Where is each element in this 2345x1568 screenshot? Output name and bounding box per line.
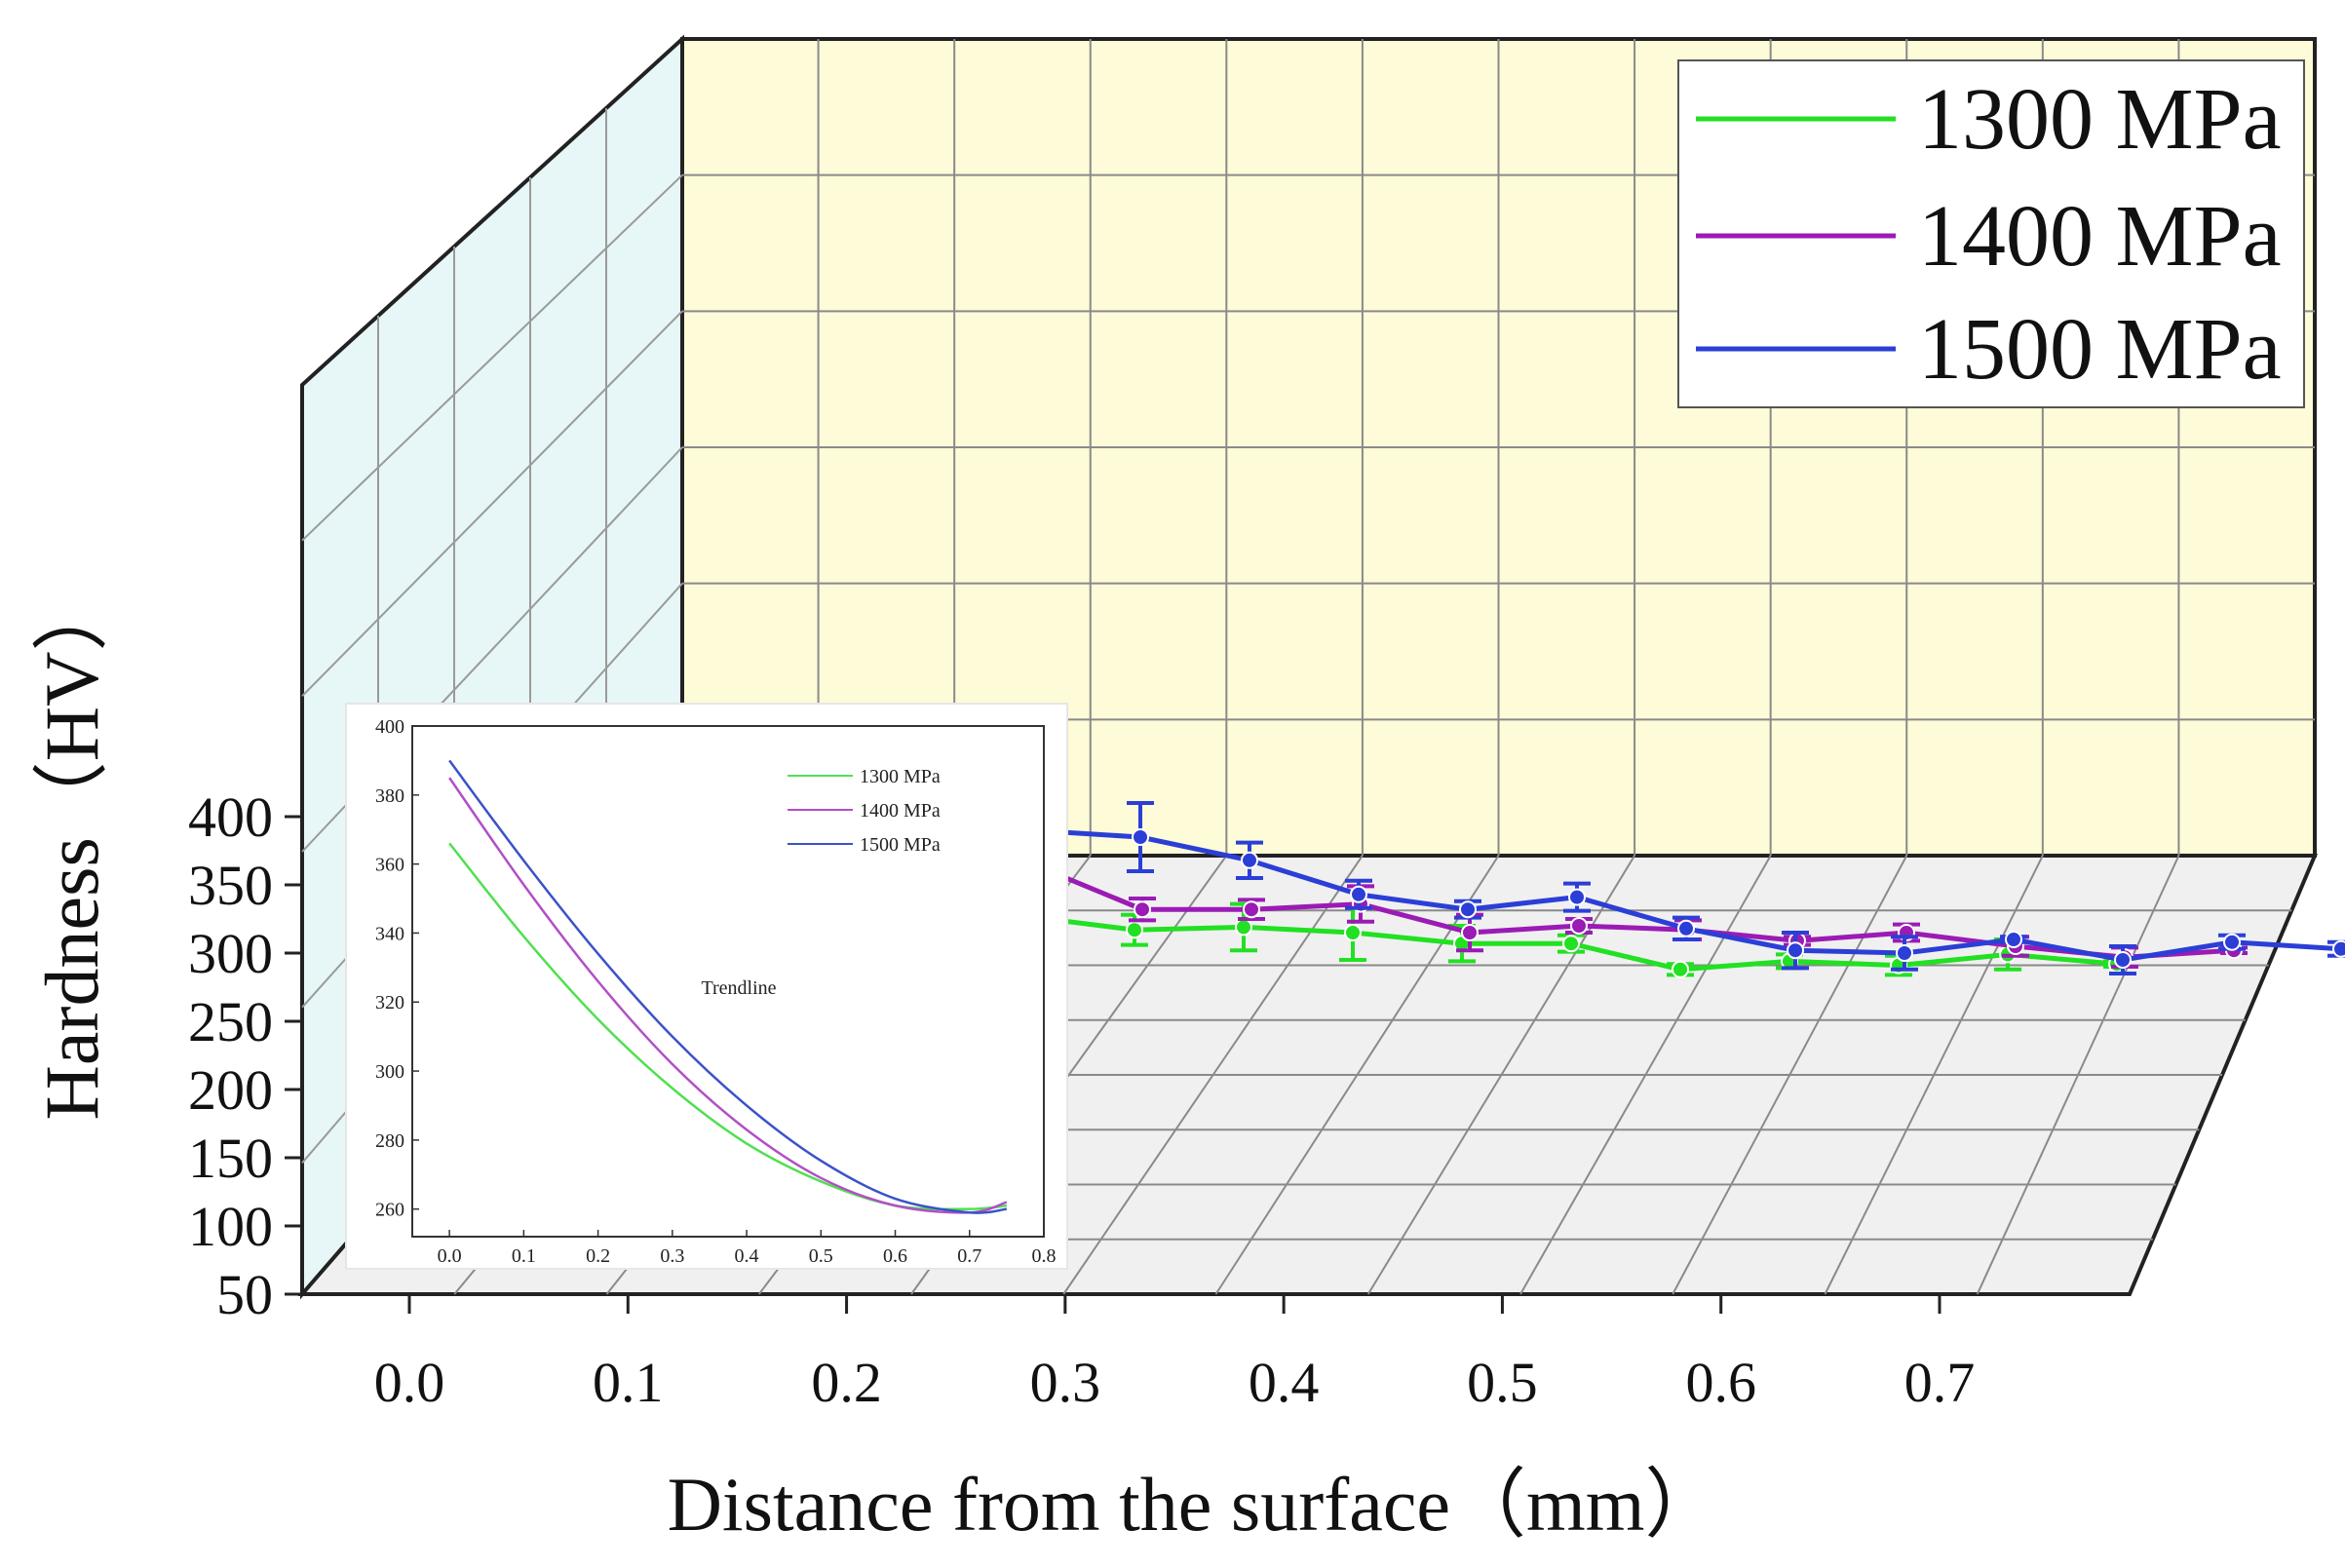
x-tick-label: 0.4 xyxy=(1249,1351,1320,1414)
data-point xyxy=(1241,851,1258,869)
inset-y-tick-label: 320 xyxy=(375,992,404,1013)
inset-y-tick-label: 260 xyxy=(375,1200,404,1221)
inset-annotation-trendline: Trendline xyxy=(701,977,776,999)
data-point xyxy=(1134,900,1151,919)
inset-legend-label-1400: 1400 MPa xyxy=(860,800,941,822)
inset-background xyxy=(345,703,1068,1270)
inset-y-tick-label: 380 xyxy=(375,785,404,807)
data-point xyxy=(1132,828,1149,846)
legend-label-1300: 1300 MPa xyxy=(1918,71,2282,168)
y-axis-title: Hardness（HV） xyxy=(29,576,114,1121)
x-tick-label: 0.6 xyxy=(1685,1351,1756,1414)
legend: 1300 MPa 1400 MPa 1500 MPa xyxy=(1677,59,2305,408)
x-tick-label: 0.1 xyxy=(593,1351,664,1414)
data-point xyxy=(1562,935,1580,953)
inset-x-tick-label: 0.5 xyxy=(809,1245,833,1267)
x-tick-label: 0.3 xyxy=(1030,1351,1101,1414)
data-point xyxy=(2223,933,2241,951)
inset-y-tick-label: 400 xyxy=(375,716,404,738)
y-tick-label: 250 xyxy=(188,990,273,1053)
inset-x-tick-label: 0.3 xyxy=(660,1245,684,1267)
inset-trendline-1400-mpa xyxy=(448,777,1008,1214)
inset-content: 0.0 0.1 0.2 0.3 0.4 0.5 0.6 0.7 0.8 260 280 300 320 3… xyxy=(375,716,1057,1267)
inset-y-tick-label: 360 xyxy=(375,855,404,876)
x-tick-label: 0.2 xyxy=(811,1351,882,1414)
y-tick-label: 150 xyxy=(188,1127,273,1190)
y-tick-label: 50 xyxy=(216,1263,273,1326)
legend-label-1500: 1500 MPa xyxy=(1918,301,2282,398)
data-point xyxy=(1344,924,1362,941)
x-tick-label: 0.5 xyxy=(1467,1351,1538,1414)
inset-y-tick-label: 300 xyxy=(375,1061,404,1083)
inset-x-tick-label: 0.6 xyxy=(883,1245,907,1267)
data-point xyxy=(1459,900,1477,919)
y-tick-label: 350 xyxy=(188,854,273,917)
data-point xyxy=(1568,888,1586,906)
data-point xyxy=(2005,931,2022,948)
data-point xyxy=(1350,885,1367,903)
y-tick-label: 200 xyxy=(188,1058,273,1122)
left-wall-hgrid xyxy=(301,310,683,698)
y-tick-label: 100 xyxy=(188,1195,273,1258)
data-point xyxy=(1787,941,1804,960)
inset-y-tick-label: 340 xyxy=(375,923,404,944)
data-point xyxy=(1243,900,1260,919)
data-point xyxy=(1672,960,1689,978)
data-point xyxy=(1570,917,1588,935)
inset-legend-label-1500: 1500 MPa xyxy=(860,834,941,856)
inset-y-tick-label: 280 xyxy=(375,1130,404,1152)
inset-x-tick-label: 0.0 xyxy=(438,1245,462,1267)
inset-plot-frame xyxy=(411,725,1045,1238)
data-point xyxy=(1896,944,1913,962)
data-point xyxy=(1126,921,1143,939)
inset-trendline-1500-mpa xyxy=(448,759,1008,1214)
x-axis-title: Distance from the surface（mm） xyxy=(668,1462,1721,1547)
inset-x-tick-label: 0.2 xyxy=(586,1245,610,1267)
inset-x-tick-label: 0.7 xyxy=(957,1245,981,1267)
data-point xyxy=(1235,918,1252,937)
inset-trendline-1300-mpa xyxy=(448,842,1008,1211)
inset-x-tick-label: 0.4 xyxy=(735,1245,759,1267)
left-wall-hgrid xyxy=(301,173,683,542)
x-tick-label: 0.7 xyxy=(1904,1351,1976,1414)
inset-legend: 1300 MPa 1400 MPa 1500 MPa xyxy=(788,766,941,856)
inset-chart: 0.0 0.1 0.2 0.3 0.4 0.5 0.6 0.7 0.8 260 280 300 320 3… xyxy=(345,703,1068,1270)
x-tick-label: 0.0 xyxy=(374,1351,445,1414)
inset-legend-label-1300: 1300 MPa xyxy=(860,766,941,787)
legend-label-1400: 1400 MPa xyxy=(1918,188,2282,285)
inset-x-tick-label: 0.8 xyxy=(1032,1245,1057,1267)
data-point xyxy=(2332,939,2345,958)
y-tick-label: 300 xyxy=(188,922,273,985)
data-point xyxy=(2114,951,2132,969)
data-point xyxy=(1461,924,1479,941)
inset-x-tick-label: 0.1 xyxy=(512,1245,536,1267)
data-point xyxy=(1677,919,1695,937)
y-tick-label: 400 xyxy=(188,785,273,849)
